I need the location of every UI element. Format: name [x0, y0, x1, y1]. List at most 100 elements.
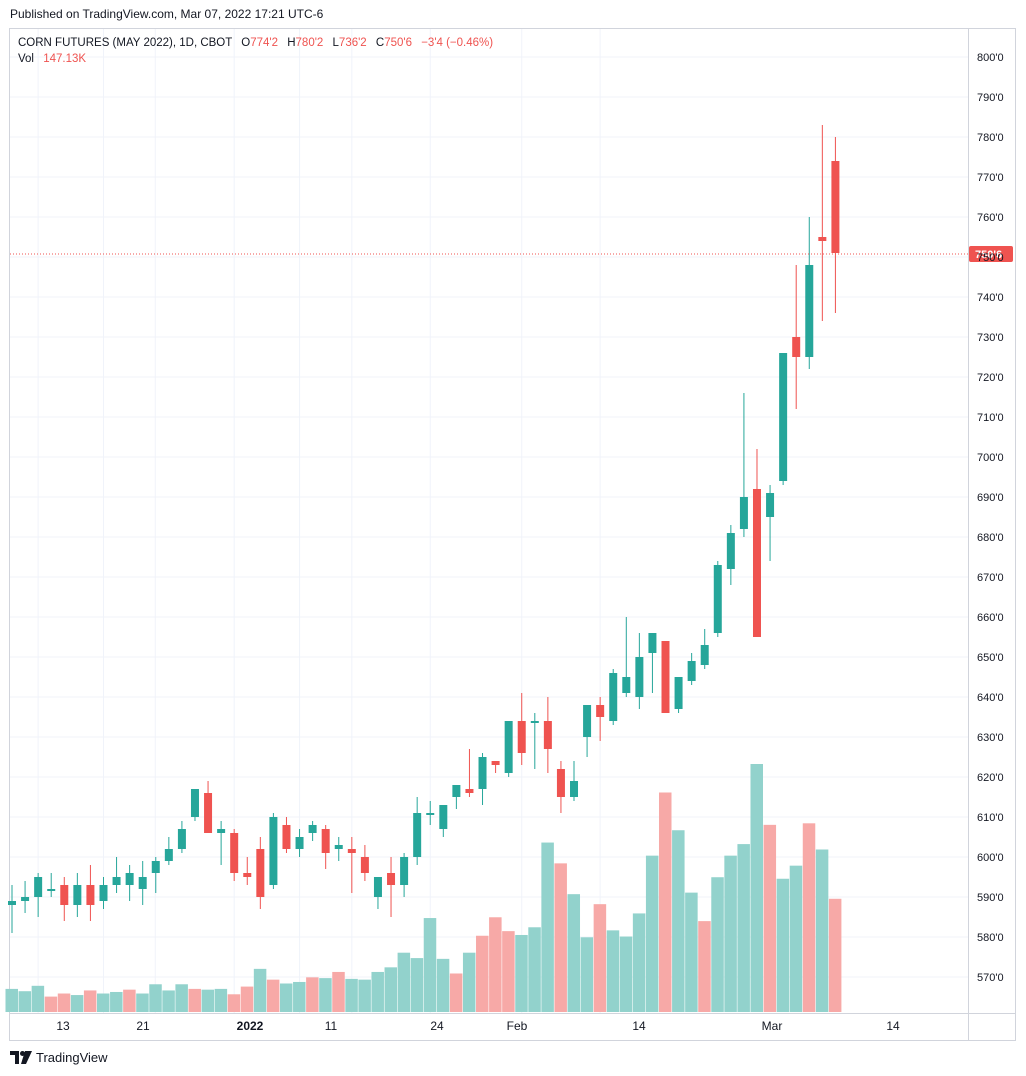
candle-body — [752, 489, 761, 637]
volume-bar — [593, 904, 607, 1012]
candle-body — [308, 825, 317, 833]
volume-bar — [306, 977, 319, 1012]
candle-body — [217, 829, 226, 833]
legend-ohlc-row: CORN FUTURES (MAY 2022), 1D, CBOT O774'2… — [18, 35, 493, 51]
volume-bar — [240, 986, 254, 1012]
volume-bar — [750, 764, 763, 1012]
candle — [452, 785, 461, 809]
candle-body — [387, 873, 396, 885]
volume-bar — [789, 865, 803, 1012]
candlesticks — [8, 125, 840, 933]
volume-bar — [175, 984, 188, 1012]
volume-bar — [57, 993, 71, 1012]
volume-bar — [5, 988, 18, 1012]
volume-bar — [266, 979, 280, 1012]
candle-body — [400, 857, 409, 885]
volume-bar — [96, 993, 110, 1012]
candle — [86, 865, 95, 921]
candle — [217, 821, 226, 865]
price-tick-label: 620'0 — [977, 772, 1004, 784]
candle — [373, 877, 382, 909]
price-tick-label: 590'0 — [977, 892, 1004, 904]
candle-body — [478, 757, 487, 789]
candle-body — [583, 705, 592, 737]
candle — [739, 393, 748, 537]
candle-body — [687, 661, 696, 681]
candle-body — [47, 889, 56, 891]
volume-bar — [345, 978, 358, 1012]
time-tick-label: Mar — [762, 1019, 783, 1033]
volume-bar — [567, 894, 581, 1012]
tradingview-footer[interactable]: TradingView — [10, 1050, 108, 1065]
close-value: 750'6 — [384, 37, 412, 49]
candle-body — [726, 533, 735, 569]
volume-bar — [489, 917, 502, 1012]
price-tick-label: 750'0 — [977, 252, 1004, 264]
candle-body — [60, 885, 69, 905]
volume-bar — [580, 937, 594, 1012]
candle-body — [648, 633, 657, 653]
price-tick-label: 680'0 — [977, 532, 1004, 544]
time-axis: 13 21 2022 11 24 Feb 14 Mar 14 — [9, 1013, 1016, 1033]
candle — [334, 837, 343, 861]
price-axis: 800'0 790'0 780'0 770'0 760'0 750'0 740'0 730'0… — [968, 28, 1004, 1041]
candle-body — [99, 885, 108, 901]
candle — [413, 797, 422, 865]
candle — [792, 265, 801, 409]
candle — [190, 789, 199, 821]
candle-body — [8, 901, 16, 905]
candle-body — [125, 873, 134, 885]
candle — [648, 633, 657, 693]
candle-body — [818, 237, 827, 241]
candle — [73, 873, 82, 917]
volume-bar — [462, 952, 476, 1012]
candle — [583, 705, 592, 757]
candle-body — [151, 861, 160, 873]
candle-body — [504, 721, 513, 773]
candle — [8, 885, 16, 933]
candle — [347, 837, 356, 893]
change-value: −3'4 (−0.46%) — [421, 37, 494, 49]
candle-body — [570, 781, 579, 797]
candle — [491, 761, 500, 773]
volume-bar — [685, 892, 698, 1012]
time-tick-label: 24 — [430, 1019, 444, 1033]
candle-body — [73, 885, 82, 905]
candle — [556, 761, 565, 813]
volume-label: Vol — [18, 53, 34, 65]
candle — [805, 217, 814, 369]
candle — [635, 633, 644, 709]
candle-body — [112, 877, 121, 885]
volume-bar — [423, 918, 437, 1012]
candle — [151, 857, 160, 893]
volume-bar — [332, 971, 345, 1012]
volume-bar — [279, 983, 293, 1012]
candle-body — [491, 761, 500, 765]
candle — [387, 857, 396, 917]
candle-body — [321, 829, 330, 853]
candle — [752, 449, 761, 637]
candle — [308, 821, 317, 841]
price-tick-label: 690'0 — [977, 492, 1004, 504]
candle — [818, 125, 827, 321]
legend-volume-row: Vol 147.13K — [18, 51, 493, 67]
volume-bar — [83, 990, 97, 1012]
candle — [504, 721, 513, 777]
candle-body — [230, 833, 239, 873]
volume-bar — [672, 830, 685, 1012]
volume-bar — [619, 936, 633, 1012]
candle-body — [609, 673, 618, 721]
volume-bar — [397, 952, 411, 1012]
candle-body — [204, 793, 213, 833]
price-tick-label: 760'0 — [977, 212, 1004, 224]
volume-bar — [110, 991, 123, 1012]
volume-bar — [371, 971, 384, 1012]
time-tick-label: 14 — [632, 1019, 646, 1033]
candle — [570, 761, 579, 801]
candle-body — [138, 877, 147, 889]
time-tick-label: 11 — [325, 1019, 338, 1033]
candle — [282, 817, 291, 853]
candle-body — [86, 885, 95, 905]
candle — [243, 857, 252, 885]
